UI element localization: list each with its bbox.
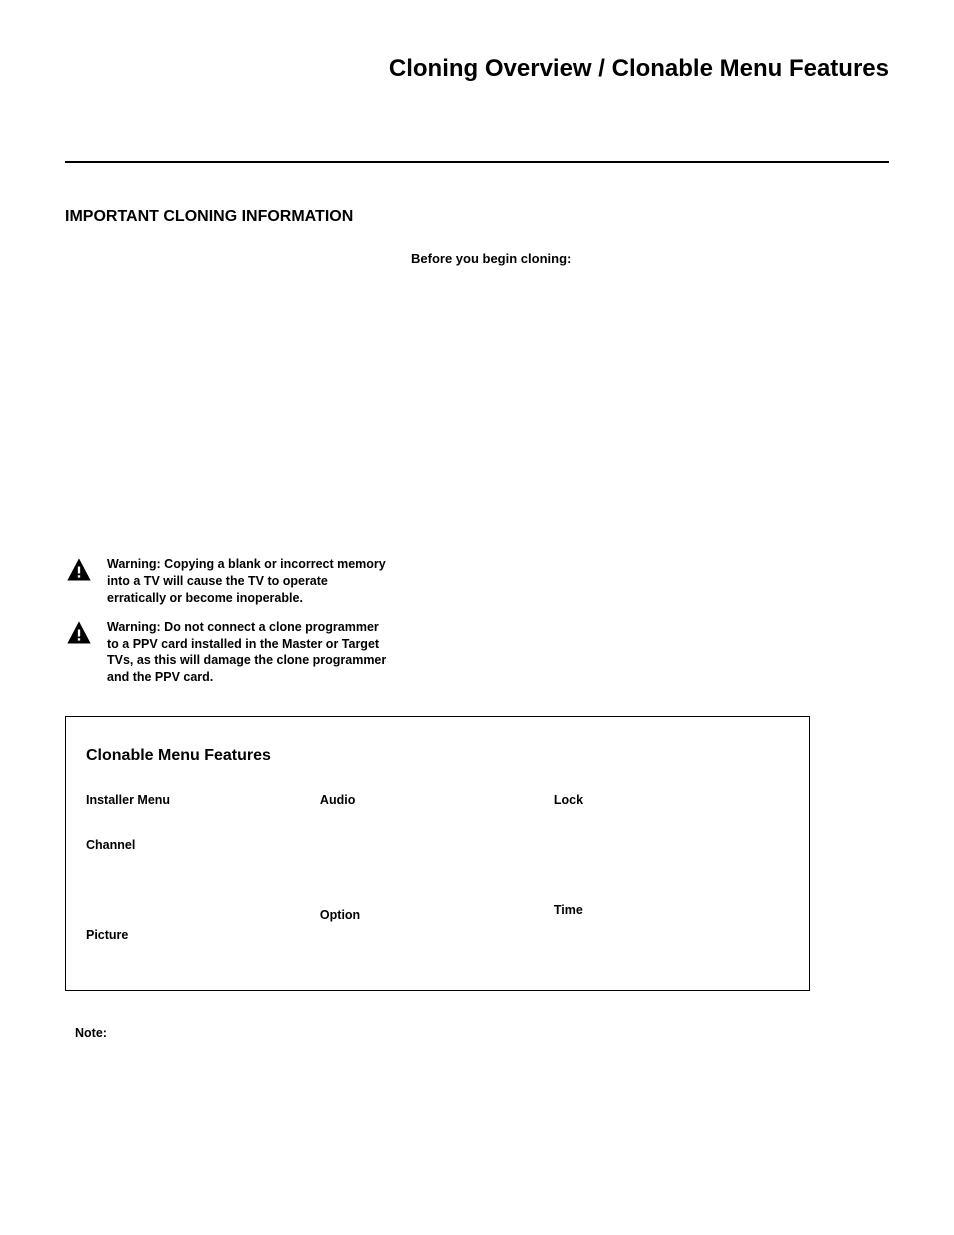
feature-audio: Audio (320, 793, 544, 807)
feature-option: Option (320, 908, 544, 942)
warning-icon (65, 619, 93, 652)
warning-icon (65, 556, 93, 589)
warning-row: Warning: Do not connect a clone programm… (65, 619, 889, 687)
feature-lock: Lock (554, 793, 789, 807)
feature-time: Time (554, 903, 789, 942)
feature-channel: Channel (86, 838, 310, 852)
warning-text: Warning: Copying a blank or incorrect me… (107, 556, 387, 607)
feature-picture: Picture (86, 928, 310, 942)
before-begin-label: Before you begin cloning: (411, 251, 889, 266)
panel-title: Clonable Menu Features (86, 747, 789, 765)
note-label: Note: (75, 1026, 889, 1040)
clonable-features-panel: Clonable Menu Features Installer Menu Ch… (65, 716, 810, 991)
warning-text: Warning: Do not connect a clone programm… (107, 619, 387, 687)
page-title: Cloning Overview / Clonable Menu Feature… (65, 55, 889, 83)
warning-row: Warning: Copying a blank or incorrect me… (65, 556, 889, 607)
feature-grid: Installer Menu Channel Picture Audio Opt… (86, 793, 789, 942)
section-heading: IMPORTANT CLONING INFORMATION (65, 208, 889, 226)
header-rule (65, 161, 889, 163)
warnings-block: Warning: Copying a blank or incorrect me… (65, 556, 889, 686)
feature-installer-menu: Installer Menu (86, 793, 310, 807)
